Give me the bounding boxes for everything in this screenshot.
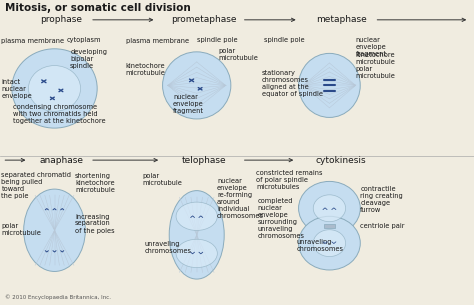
Ellipse shape <box>24 189 85 271</box>
Text: plasma membrane: plasma membrane <box>126 38 189 44</box>
Text: nuclear
envelope
fragment: nuclear envelope fragment <box>173 94 204 114</box>
Text: kinetochore
microtubule: kinetochore microtubule <box>126 63 165 76</box>
Text: unraveling
chromosomes: unraveling chromosomes <box>145 241 191 254</box>
Ellipse shape <box>176 239 217 267</box>
Ellipse shape <box>28 66 81 111</box>
FancyBboxPatch shape <box>324 224 335 228</box>
Text: prophase: prophase <box>41 15 82 24</box>
Text: plasma membrane: plasma membrane <box>1 38 64 44</box>
Ellipse shape <box>313 195 346 222</box>
Text: polar
microtubule: polar microtubule <box>1 223 41 236</box>
Text: Mitosis, or somatic cell division: Mitosis, or somatic cell division <box>5 3 191 13</box>
Ellipse shape <box>299 216 360 270</box>
Text: prometaphase: prometaphase <box>171 15 237 24</box>
Ellipse shape <box>163 52 231 119</box>
Text: contractile
ring creating
cleavage
furrow: contractile ring creating cleavage furro… <box>360 186 403 213</box>
Ellipse shape <box>313 230 346 257</box>
Text: nuclear
envelope
fragment: nuclear envelope fragment <box>356 37 386 57</box>
Text: kinetochore
microtubule: kinetochore microtubule <box>356 52 395 65</box>
Ellipse shape <box>176 202 217 231</box>
Text: condensing chromosome
with two chromatids held
together at the kinetochore: condensing chromosome with two chromatid… <box>13 104 106 124</box>
Text: constricted remains
of polar spindle
microtubules: constricted remains of polar spindle mic… <box>256 170 322 190</box>
Text: separated chromatid
being pulled
toward
the pole: separated chromatid being pulled toward … <box>1 172 72 199</box>
Text: intact
nuclear
envelope: intact nuclear envelope <box>1 79 32 99</box>
Ellipse shape <box>12 49 97 128</box>
Text: © 2010 Encyclopaedia Britannica, Inc.: © 2010 Encyclopaedia Britannica, Inc. <box>5 294 111 300</box>
Text: spindle pole: spindle pole <box>264 37 305 43</box>
Text: metaphase: metaphase <box>316 15 367 24</box>
Text: spindle pole: spindle pole <box>197 37 237 43</box>
Text: anaphase: anaphase <box>40 156 83 165</box>
Text: unraveling
chromosomes: unraveling chromosomes <box>297 239 344 252</box>
Text: shortening
kinetochore
microtubule: shortening kinetochore microtubule <box>75 173 115 193</box>
Text: telophase: telophase <box>182 156 226 165</box>
Text: increasing
separation
of the poles: increasing separation of the poles <box>75 214 115 234</box>
Text: nuclear
envelope
re-forming
around
individual
chromosomes: nuclear envelope re-forming around indiv… <box>217 178 264 218</box>
Text: polar
microtubule: polar microtubule <box>142 173 182 186</box>
Text: cytoplasm: cytoplasm <box>66 37 101 43</box>
Text: polar
microtubule: polar microtubule <box>356 66 395 79</box>
Ellipse shape <box>299 53 360 117</box>
Ellipse shape <box>299 181 360 235</box>
Text: stationary
chromosomes
aligned at the
equator of spindle: stationary chromosomes aligned at the eq… <box>262 70 323 97</box>
Text: developing
bipolar
spindle: developing bipolar spindle <box>70 49 107 69</box>
Ellipse shape <box>169 191 224 279</box>
Text: polar
microtubule: polar microtubule <box>218 48 258 61</box>
Text: cytokinesis: cytokinesis <box>316 156 366 165</box>
Text: completed
nuclear
envelope
surrounding
unraveling
chromosomes: completed nuclear envelope surrounding u… <box>257 198 304 239</box>
Text: centriole pair: centriole pair <box>360 223 405 229</box>
